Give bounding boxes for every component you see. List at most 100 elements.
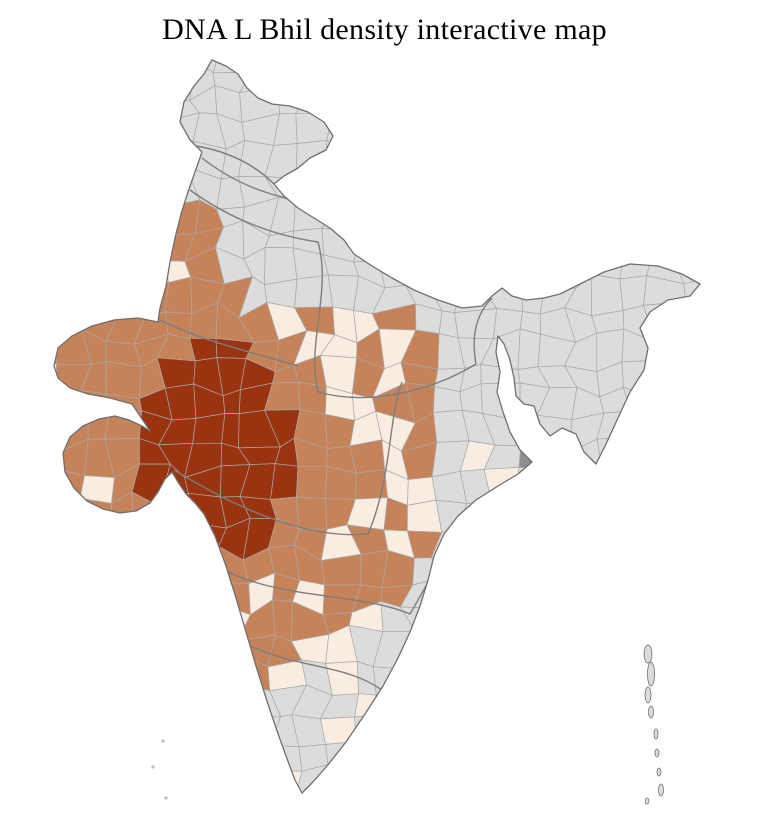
- district-cell[interactable]: [158, 492, 189, 525]
- district-cell[interactable]: [405, 251, 442, 292]
- district-cell[interactable]: [648, 228, 675, 258]
- district-cell[interactable]: [697, 356, 735, 394]
- district-cell[interactable]: [61, 276, 90, 317]
- district-cell[interactable]: [592, 652, 631, 695]
- district-cell[interactable]: [588, 766, 626, 801]
- district-cell[interactable]: [515, 635, 547, 664]
- district-cell[interactable]: [88, 252, 117, 291]
- district-cell[interactable]: [104, 410, 142, 440]
- district-cell[interactable]: [483, 490, 518, 528]
- district-cell[interactable]: [103, 734, 141, 777]
- district-cell[interactable]: [108, 140, 141, 170]
- district-cell[interactable]: [627, 522, 646, 559]
- district-cell[interactable]: [564, 789, 600, 815]
- district-cell[interactable]: [670, 142, 709, 183]
- district-cell[interactable]: [619, 580, 652, 615]
- district-cell[interactable]: [731, 654, 763, 686]
- district-cell[interactable]: [461, 787, 495, 815]
- district-cell[interactable]: [539, 554, 573, 585]
- district-cell[interactable]: [51, 151, 87, 182]
- district-cell[interactable]: [345, 769, 385, 794]
- district-cell[interactable]: [244, 767, 275, 794]
- district-cell[interactable]: [709, 586, 733, 607]
- district-cell[interactable]: [488, 112, 524, 144]
- district-cell[interactable]: [111, 518, 137, 559]
- district-cell[interactable]: [50, 635, 90, 660]
- district-cell[interactable]: [676, 356, 712, 398]
- andaman-nicobar-island[interactable]: [653, 728, 659, 740]
- district-cell[interactable]: [115, 281, 146, 316]
- district-cell[interactable]: [646, 582, 687, 615]
- district-cell[interactable]: [295, 97, 333, 114]
- district-cell[interactable]: [51, 761, 91, 792]
- district-cell[interactable]: [211, 787, 248, 815]
- district-cell[interactable]: [130, 571, 169, 615]
- district-cell[interactable]: [538, 657, 576, 689]
- district-cell[interactable]: [654, 333, 685, 361]
- district-cell[interactable]: [670, 415, 702, 449]
- district-cell[interactable]: [380, 770, 409, 793]
- andaman-nicobar-island[interactable]: [658, 783, 664, 797]
- district-cell[interactable]: [674, 653, 707, 696]
- district-cell[interactable]: [697, 279, 736, 304]
- district-cell[interactable]: [134, 681, 169, 713]
- district-cell[interactable]: [28, 498, 64, 530]
- district-cell[interactable]: [407, 91, 436, 128]
- district-cell[interactable]: [707, 629, 737, 665]
- district-cell[interactable]: [324, 139, 358, 180]
- district-cell[interactable]: [294, 274, 334, 309]
- district-cell[interactable]: [567, 197, 597, 235]
- district-cell[interactable]: [432, 96, 460, 128]
- district-cell[interactable]: [732, 221, 760, 257]
- district-cell[interactable]: [105, 115, 136, 142]
- district-cell[interactable]: [670, 172, 712, 204]
- district-cell[interactable]: [373, 712, 413, 741]
- district-cell[interactable]: [54, 40, 91, 69]
- district-cell[interactable]: [646, 39, 685, 69]
- district-cell[interactable]: [435, 499, 468, 533]
- district-cell[interactable]: [430, 253, 462, 292]
- district-cell[interactable]: [110, 632, 140, 668]
- district-cell[interactable]: [117, 597, 133, 637]
- district-cell[interactable]: [103, 219, 133, 263]
- district-cell[interactable]: [131, 630, 168, 668]
- district-cell[interactable]: [25, 89, 65, 127]
- district-cell[interactable]: [187, 545, 220, 583]
- district-cell[interactable]: [162, 768, 193, 797]
- district-cell[interactable]: [482, 169, 510, 205]
- district-cell[interactable]: [85, 140, 120, 180]
- district-cell[interactable]: [183, 521, 228, 560]
- andaman-nicobar-island[interactable]: [647, 661, 655, 687]
- district-cell[interactable]: [306, 63, 328, 102]
- district-cell[interactable]: [189, 734, 226, 770]
- district-cell[interactable]: [736, 250, 760, 282]
- district-cell[interactable]: [520, 121, 549, 145]
- district-cell[interactable]: [398, 683, 430, 721]
- district-cell[interactable]: [458, 60, 486, 103]
- district-cell[interactable]: [189, 762, 226, 796]
- district-cell[interactable]: [619, 275, 648, 311]
- district-cell[interactable]: [542, 467, 578, 506]
- district-cell[interactable]: [726, 91, 761, 128]
- district-cell[interactable]: [590, 273, 624, 317]
- district-cell[interactable]: [697, 468, 740, 498]
- district-cell[interactable]: [486, 718, 522, 743]
- district-cell[interactable]: [453, 308, 498, 340]
- district-cell[interactable]: [62, 520, 88, 558]
- district-cell[interactable]: [735, 171, 759, 200]
- district-cell[interactable]: [592, 799, 626, 815]
- district-cell[interactable]: [323, 45, 358, 72]
- district-cell[interactable]: [426, 739, 470, 774]
- district-cell[interactable]: [453, 625, 494, 668]
- district-cell[interactable]: [428, 684, 469, 721]
- district-cell[interactable]: [460, 253, 495, 292]
- district-cell[interactable]: [621, 766, 655, 804]
- district-cell[interactable]: [354, 788, 382, 815]
- district-cell[interactable]: [75, 714, 105, 746]
- district-cell[interactable]: [453, 100, 497, 114]
- district-cell[interactable]: [133, 523, 171, 553]
- district-cell[interactable]: [731, 629, 763, 665]
- district-cell[interactable]: [134, 657, 170, 685]
- district-cell[interactable]: [431, 576, 470, 609]
- district-cell[interactable]: [644, 415, 675, 449]
